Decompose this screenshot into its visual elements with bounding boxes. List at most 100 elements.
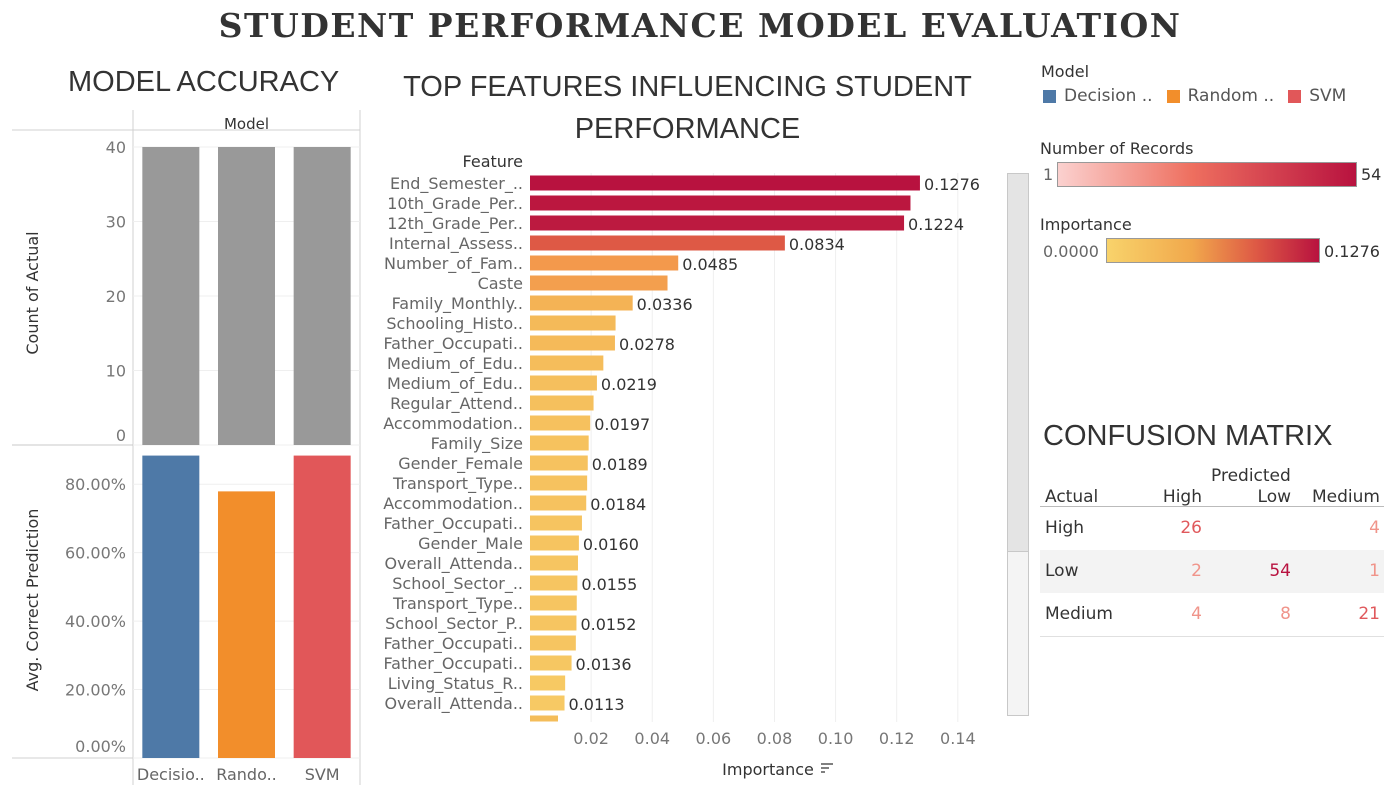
count-bar	[293, 147, 351, 445]
legend-item-decision[interactable]: Decision ..	[1043, 86, 1153, 106]
feature-bar	[530, 275, 668, 291]
feature-bar	[530, 615, 577, 631]
feature-label: Regular_Attend..	[390, 394, 523, 414]
predicted-header: Predicted	[1211, 466, 1291, 486]
x-tick-label: 0.10	[818, 729, 854, 748]
y-tick-label: 40	[106, 138, 126, 157]
y-tick-label: 20.00%	[65, 681, 126, 700]
feature-bar	[530, 555, 578, 571]
feature-label: End_Semester_..	[390, 174, 523, 194]
feature-bar	[530, 235, 785, 251]
feature-bar	[530, 415, 591, 431]
feature-bar	[530, 455, 588, 471]
x-tick-label: 0.06	[696, 729, 732, 748]
importance-legend-max: 0.1276	[1324, 242, 1380, 261]
matrix-cell: 54	[1269, 561, 1291, 581]
feature-label: School_Sector_P..	[385, 614, 523, 634]
data-label: 0.0152	[580, 615, 636, 634]
feature-label: 12th_Grade_Per..	[387, 214, 523, 234]
matrix-cell: 2	[1191, 561, 1202, 581]
table-divider	[1040, 506, 1384, 507]
model-accuracy-title: MODEL ACCURACY	[68, 66, 340, 98]
feature-column-header: Feature	[463, 152, 523, 171]
data-label: 0.0197	[594, 415, 650, 434]
feature-bar	[530, 175, 920, 191]
feature-bar	[530, 295, 633, 311]
page-title: STUDENT PERFORMANCE MODEL EVALUATION	[218, 6, 1182, 45]
matrix-cell: 8	[1280, 604, 1291, 624]
model-legend-title: Model	[1041, 62, 1090, 81]
legend-item-random[interactable]: Random ..	[1166, 86, 1274, 106]
feature-importance-chart: 0.02 0.04 0.06 0.08 0.10 0.12 0.14 Feature End_S…	[383, 152, 980, 779]
confusion-row	[1040, 550, 1384, 594]
feature-bar	[530, 255, 679, 271]
records-color-ramp	[1057, 162, 1357, 187]
y-tick-label: 40.00%	[65, 612, 126, 631]
model-accuracy-chart: Model 40 30 20 10 0 Count of Actual 80.00% 60.00…	[12, 110, 361, 785]
feature-label: Transport_Type..	[392, 594, 523, 614]
feature-label: 10th_Grade_Per..	[387, 194, 523, 214]
prediction-bar	[293, 455, 351, 758]
x-tick-label: 0.08	[757, 729, 793, 748]
row-label: Medium	[1045, 604, 1113, 624]
feature-bar	[530, 315, 616, 331]
data-label: 0.0136	[576, 655, 632, 674]
y-tick-label: 80.00%	[65, 475, 126, 494]
data-label: 0.0219	[601, 375, 657, 394]
model-legend: Decision .. Random .. SVM	[1043, 86, 1346, 106]
feature-label: Gender_Male	[418, 534, 523, 554]
feature-label: Family_Monthly..	[392, 294, 523, 314]
feature-label: Family_Size	[431, 434, 523, 454]
feature-bar	[530, 355, 604, 371]
feature-label: Transport_Type..	[392, 474, 523, 494]
feature-label: Overall_Attenda..	[384, 554, 523, 574]
legend-swatch	[1166, 89, 1180, 103]
confusion-row	[1040, 507, 1384, 551]
x-tick-label: Decisio..	[137, 765, 205, 784]
legend-label: Decision ..	[1064, 86, 1153, 106]
data-label: 0.0336	[637, 295, 693, 314]
legend-item-svm[interactable]: SVM	[1288, 86, 1346, 106]
prediction-bar	[218, 491, 275, 758]
records-legend-title: Number of Records	[1040, 139, 1194, 158]
feature-bar	[530, 535, 579, 551]
data-label: 0.0485	[682, 255, 738, 274]
model-header: Model	[224, 115, 269, 133]
feature-label: Schooling_Histo..	[386, 314, 523, 334]
prediction-bar	[142, 455, 200, 758]
count-bar	[142, 147, 200, 445]
y-tick-label: 20	[106, 287, 126, 306]
data-label: 0.0160	[583, 535, 639, 554]
matrix-cell: 4	[1191, 604, 1202, 624]
feature-label: Medium_of_Edu..	[387, 354, 523, 374]
feature-label: Number_of_Fam..	[384, 254, 523, 274]
x-tick-label: 0.04	[634, 729, 670, 748]
x-tick-label: 0.14	[940, 729, 976, 748]
feature-label: Accommodation..	[383, 414, 523, 433]
legend-swatch	[1043, 89, 1056, 103]
features-title: TOP FEATURES INFLUENCING STUDENT PERFORM…	[370, 66, 1005, 150]
feature-label: Medium_of_Edu..	[387, 374, 523, 394]
feature-bar	[530, 335, 615, 351]
data-label: 0.0113	[569, 695, 625, 714]
matrix-cell: 1	[1369, 561, 1380, 581]
data-label: 0.0155	[581, 575, 637, 594]
feature-bar	[530, 435, 589, 451]
feature-bar	[530, 515, 582, 531]
feature-bar	[530, 395, 594, 411]
feature-label: Gender_Female	[398, 454, 523, 474]
feature-label: Father_Occupati..	[383, 334, 523, 354]
feature-bar	[530, 675, 566, 691]
sort-descending-icon	[821, 763, 833, 773]
importance-color-ramp	[1106, 238, 1320, 263]
x-axis-label: Importance	[722, 760, 814, 779]
feature-label: Living_Status_R..	[388, 674, 523, 694]
feature-label: Overall_Attenda..	[384, 694, 523, 714]
feature-bar	[530, 575, 578, 591]
legend-swatch	[1288, 89, 1302, 103]
col-header-low: Low	[1257, 487, 1291, 507]
y-tick-label: 0	[116, 426, 126, 445]
feature-bar	[530, 215, 905, 231]
confusion-matrix-title: CONFUSION MATRIX	[1043, 420, 1333, 452]
scrollbar-thumb[interactable]	[1008, 174, 1028, 552]
